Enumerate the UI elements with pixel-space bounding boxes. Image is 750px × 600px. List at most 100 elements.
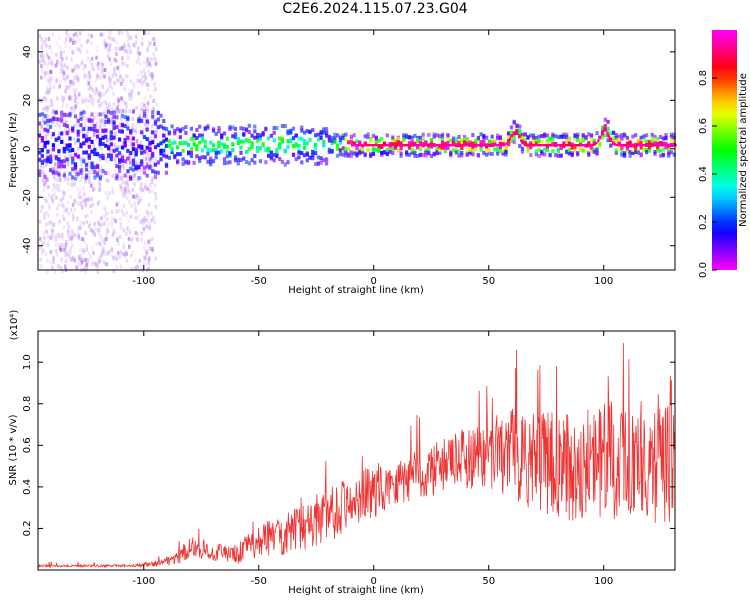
heatmap-cell bbox=[49, 157, 53, 162]
heatmap-cell bbox=[239, 150, 243, 155]
heatmap-cell bbox=[84, 258, 87, 262]
heatmap-cell bbox=[189, 126, 193, 131]
heatmap-cell bbox=[89, 204, 92, 209]
heatmap-cell bbox=[581, 137, 585, 142]
heatmap-cell bbox=[60, 159, 64, 164]
heatmap-cell bbox=[496, 146, 500, 151]
heatmap-cell bbox=[76, 34, 79, 39]
heatmap-cell bbox=[64, 89, 67, 94]
heatmap-cell bbox=[642, 134, 646, 139]
heatmap-cell bbox=[151, 122, 155, 127]
heatmap-cell bbox=[120, 122, 124, 127]
heatmap-cell bbox=[302, 139, 307, 144]
heatmap-cell bbox=[112, 126, 116, 131]
heatmap-cell bbox=[416, 135, 420, 140]
heatmap-cell bbox=[222, 131, 227, 136]
heatmap-cell bbox=[98, 144, 101, 149]
heatmap-cell bbox=[50, 102, 54, 107]
heatmap-cell bbox=[669, 150, 674, 155]
heatmap-cell bbox=[548, 139, 552, 144]
heatmap-cell bbox=[460, 145, 464, 150]
heatmap-cell bbox=[50, 151, 53, 156]
heatmap-cell bbox=[75, 100, 79, 105]
heatmap-cell bbox=[509, 137, 512, 141]
heatmap-cell bbox=[48, 88, 51, 93]
heatmap-cell bbox=[55, 52, 58, 57]
heatmap-cell bbox=[239, 145, 243, 150]
heatmap-cell bbox=[405, 144, 409, 147]
heatmap-cell bbox=[152, 98, 155, 103]
heatmap-cell bbox=[100, 131, 104, 136]
heatmap-cell bbox=[57, 160, 61, 165]
heatmap-cell bbox=[523, 140, 527, 145]
heatmap-cell bbox=[78, 256, 81, 261]
heatmap-cell bbox=[592, 147, 596, 152]
heatmap-cell bbox=[151, 140, 155, 145]
heatmap-cell bbox=[147, 258, 151, 263]
heatmap-cell bbox=[466, 144, 469, 147]
heatmap-cell bbox=[154, 204, 158, 209]
heatmap-cell bbox=[308, 137, 312, 142]
heatmap-cell bbox=[559, 146, 563, 151]
heatmap-cell bbox=[119, 46, 123, 51]
heatmap-cell bbox=[77, 194, 80, 199]
heatmap-cell bbox=[130, 96, 133, 101]
heatmap-cell bbox=[51, 143, 55, 148]
heatmap-cell bbox=[151, 236, 155, 241]
heatmap-cell bbox=[39, 165, 42, 170]
heatmap-cell bbox=[96, 75, 99, 80]
heatmap-cell bbox=[672, 152, 676, 157]
heatmap-cell bbox=[103, 241, 106, 246]
heatmap-cell bbox=[123, 189, 127, 194]
heatmap-cell bbox=[391, 144, 394, 147]
heatmap-cell bbox=[669, 132, 674, 137]
heatmap-cell bbox=[465, 148, 469, 153]
heatmap-cell bbox=[78, 92, 81, 97]
heatmap-cell bbox=[109, 78, 112, 83]
heatmap-cell bbox=[132, 176, 135, 181]
heatmap-cell bbox=[239, 158, 243, 162]
heatmap-cell bbox=[116, 145, 119, 150]
heatmap-cell bbox=[612, 142, 615, 145]
heatmap-cell bbox=[496, 151, 500, 156]
heatmap-cell bbox=[610, 139, 613, 142]
heatmap-cell bbox=[96, 112, 100, 117]
heatmap-cell bbox=[71, 38, 75, 42]
heatmap-cell bbox=[545, 144, 548, 147]
y-tick-label: -20 bbox=[22, 189, 33, 205]
heatmap-cell bbox=[101, 66, 104, 71]
heatmap-cell bbox=[603, 133, 607, 138]
heatmap-cell bbox=[97, 231, 101, 236]
heatmap-cell bbox=[102, 240, 106, 245]
heatmap-cell bbox=[76, 234, 79, 239]
heatmap-cell bbox=[195, 154, 199, 159]
heatmap-cell bbox=[108, 57, 111, 62]
heatmap-cell bbox=[124, 180, 127, 185]
heatmap-cell bbox=[68, 236, 71, 241]
heatmap-cell bbox=[617, 134, 621, 139]
heatmap-cell bbox=[349, 150, 353, 155]
heatmap-cell bbox=[92, 67, 95, 71]
heatmap-cell bbox=[601, 132, 605, 137]
heatmap-cell bbox=[61, 243, 64, 248]
heatmap-cell bbox=[57, 164, 61, 169]
heatmap-cell bbox=[97, 98, 101, 103]
heatmap-cell bbox=[152, 51, 155, 56]
heatmap-cell bbox=[90, 112, 94, 117]
heatmap-cell bbox=[360, 147, 365, 152]
heatmap-cell bbox=[103, 92, 106, 97]
heatmap-cell bbox=[156, 170, 160, 175]
heatmap-cell bbox=[443, 149, 447, 153]
heatmap-cell bbox=[543, 133, 547, 137]
heatmap-cell bbox=[73, 98, 77, 103]
heatmap-cell bbox=[71, 82, 74, 87]
heatmap-cell bbox=[100, 117, 104, 122]
heatmap-cell bbox=[490, 151, 494, 156]
heatmap-cell bbox=[142, 109, 147, 114]
heatmap-cell bbox=[57, 131, 61, 136]
heatmap-cell bbox=[40, 112, 44, 117]
heatmap-cell bbox=[64, 264, 67, 269]
heatmap-cell bbox=[325, 161, 329, 166]
heatmap-cell bbox=[294, 133, 298, 138]
